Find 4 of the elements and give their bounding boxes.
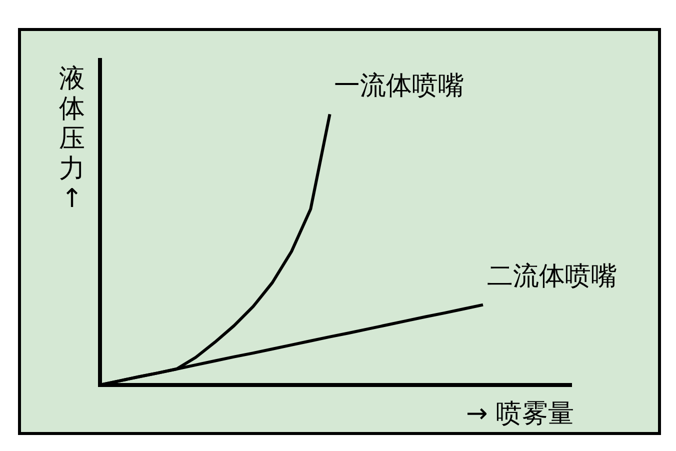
x-axis-title: → 喷雾量: [466, 398, 574, 431]
series-label: 二流体喷嘴: [487, 262, 617, 292]
y-axis-title: 液体压力↑: [58, 64, 86, 214]
series-label: 一流体喷嘴: [334, 70, 464, 101]
